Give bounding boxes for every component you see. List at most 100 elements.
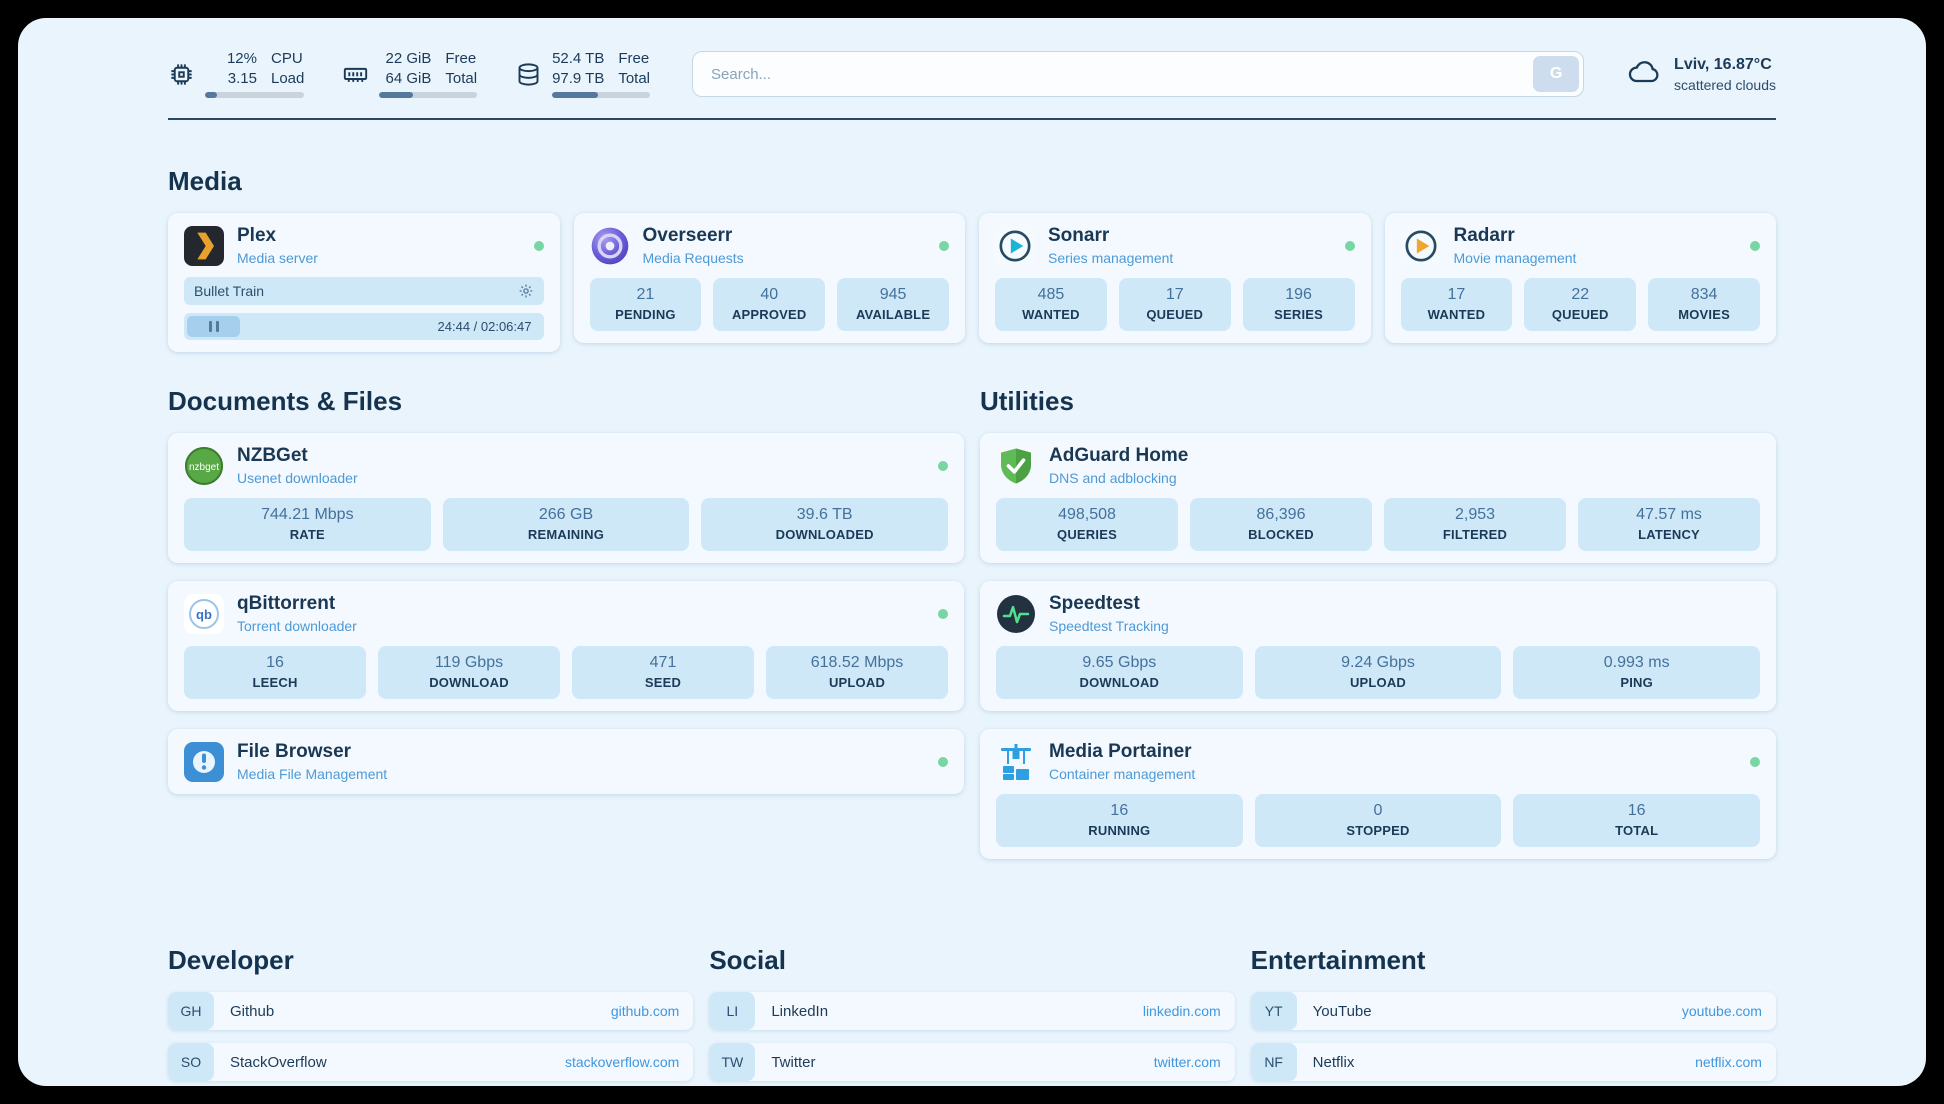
service-name[interactable]: Overseerr: [642, 225, 733, 246]
service-card-sonarr[interactable]: Sonarr Series management 485 WANTED 17 Q…: [979, 213, 1371, 343]
stat-box: 471 SEED: [572, 646, 754, 699]
stat-label: RUNNING: [1088, 823, 1151, 838]
cpu-icon: [168, 61, 195, 88]
service-card-plex[interactable]: Plex Media server Bullet Train: [168, 213, 560, 352]
stat-label: BLOCKED: [1248, 527, 1314, 542]
svg-text:nzbget: nzbget: [189, 462, 219, 473]
stat-label: WANTED: [1427, 307, 1486, 322]
section-title-entertainment: Entertainment: [1250, 945, 1426, 975]
service-card-speedtest[interactable]: Speedtest Speedtest Tracking 9.65 Gbps D…: [980, 581, 1776, 711]
bookmark-twitter[interactable]: TW Twitter twitter.com: [709, 1043, 1235, 1081]
service-subtitle: Media server: [237, 250, 318, 266]
service-card-qbittorrent[interactable]: qb qBittorrent Torrent downloader: [168, 581, 964, 711]
search-input[interactable]: [692, 51, 1585, 97]
stat-box: 485 WANTED: [995, 278, 1107, 331]
stat-value: 618.52 Mbps: [810, 654, 904, 671]
stat-value: 17: [1447, 286, 1466, 303]
stat-value: 16: [266, 654, 284, 671]
bookmark-github[interactable]: GH Github github.com: [168, 992, 694, 1030]
stat-label: DOWNLOAD: [1079, 675, 1160, 690]
stat-label: LATENCY: [1638, 527, 1700, 542]
bookmarks-entertainment: Entertainment YT YouTube youtube.com NF …: [1250, 911, 1776, 1086]
bookmark-name: Github: [230, 1002, 275, 1020]
stat-box: 119 Gbps DOWNLOAD: [378, 646, 560, 699]
system-resources: 12% 3.15 CPU Load: [168, 50, 651, 98]
bookmark-url[interactable]: netflix.com: [1695, 1054, 1762, 1070]
memory-widget: 22 GiB 64 GiB Free Total: [342, 50, 478, 98]
service-name[interactable]: qBittorrent: [237, 593, 336, 614]
stat-value: 47.57 ms: [1636, 506, 1702, 523]
radarr-icon: [1400, 225, 1441, 266]
section-title-media: Media: [168, 166, 242, 196]
service-name[interactable]: NZBGet: [237, 445, 308, 466]
cloud-icon: [1626, 54, 1662, 95]
bookmark-linkedin[interactable]: LI LinkedIn linkedin.com: [709, 992, 1235, 1030]
service-subtitle: Media Requests: [642, 250, 744, 266]
stat-label: QUEUED: [1551, 307, 1609, 322]
cpu-usage-value: 12%: [226, 50, 257, 67]
bookmark-abbr: NF: [1250, 1043, 1297, 1081]
service-card-adguard[interactable]: AdGuard Home DNS and adblocking 498,508 …: [980, 433, 1776, 563]
qbittorrent-icon: qb: [184, 593, 224, 634]
cpu-progress-bar: [205, 92, 305, 98]
stat-box: 22 QUEUED: [1524, 278, 1637, 331]
stat-box: 0 STOPPED: [1254, 794, 1502, 847]
topbar: 12% 3.15 CPU Load: [168, 50, 1776, 98]
filebrowser-icon: [184, 741, 224, 782]
bookmark-netflix[interactable]: NF Netflix netflix.com: [1250, 1043, 1776, 1081]
disk-free-label: Free: [618, 50, 650, 67]
stat-label: QUEUED: [1146, 307, 1204, 322]
pause-button[interactable]: [187, 316, 241, 337]
google-search-button[interactable]: G: [1533, 56, 1580, 92]
bookmark-youtube[interactable]: YT YouTube youtube.com: [1250, 992, 1776, 1030]
stat-label: SEED: [644, 675, 682, 690]
service-name[interactable]: Plex: [237, 225, 277, 246]
stat-box: 266 GB REMAINING: [442, 498, 690, 551]
status-dot: [1750, 756, 1760, 767]
stat-value: 119 Gbps: [434, 654, 504, 671]
service-card-overseerr[interactable]: Overseerr Media Requests 21 PENDING 40 A…: [573, 213, 965, 343]
playback-time: 24:44 / 02:06:47: [437, 319, 532, 334]
service-card-radarr[interactable]: Radarr Movie management 17 WANTED 22 QUE…: [1384, 213, 1776, 343]
stat-value: 471: [649, 654, 677, 671]
disk-total-label: Total: [618, 70, 651, 87]
service-card-nzbget[interactable]: nzbget NZBGet Usenet downloader 74: [168, 433, 964, 563]
service-name[interactable]: Sonarr: [1048, 225, 1110, 246]
stat-label: QUERIES: [1057, 527, 1117, 542]
stat-value: 17: [1165, 286, 1184, 303]
media-grid: Plex Media server Bullet Train: [168, 213, 1776, 352]
stat-value: 40: [760, 286, 779, 303]
bookmark-url[interactable]: github.com: [610, 1003, 680, 1019]
section-title-documents: Documents & Files: [168, 386, 403, 416]
stat-box: 86,396 BLOCKED: [1190, 498, 1372, 551]
service-name[interactable]: AdGuard Home: [1049, 445, 1189, 466]
status-dot: [938, 460, 948, 471]
bookmark-url[interactable]: youtube.com: [1681, 1003, 1762, 1019]
bookmark-url[interactable]: stackoverflow.com: [564, 1054, 680, 1070]
stat-label: DOWNLOADED: [775, 527, 874, 542]
status-dot: [1750, 240, 1760, 251]
service-card-portainer[interactable]: Media Portainer Container management 16 …: [980, 729, 1776, 859]
now-playing-row: Bullet Train: [184, 277, 544, 305]
service-name[interactable]: File Browser: [237, 741, 352, 762]
gear-icon[interactable]: [518, 283, 534, 299]
header-divider: [168, 118, 1776, 120]
now-playing-title: Bullet Train: [194, 283, 265, 299]
bookmark-stackoverflow[interactable]: SO StackOverflow stackoverflow.com: [168, 1043, 694, 1081]
service-name[interactable]: Media Portainer: [1049, 741, 1192, 762]
stat-label: TOTAL: [1615, 823, 1659, 838]
stat-box: 40 APPROVED: [713, 278, 826, 331]
stat-box: 618.52 Mbps UPLOAD: [766, 646, 948, 699]
stat-label: AVAILABLE: [855, 307, 931, 322]
bookmark-name: YouTube: [1312, 1002, 1372, 1020]
service-card-filebrowser[interactable]: File Browser Media File Management: [168, 729, 964, 794]
memory-free-value: 22 GiB: [385, 50, 432, 67]
documents-column: Documents & Files nzbget: [168, 352, 964, 794]
stat-value: 196: [1285, 286, 1312, 303]
bookmark-url[interactable]: linkedin.com: [1142, 1003, 1221, 1019]
bookmark-url[interactable]: twitter.com: [1153, 1054, 1221, 1070]
disk-progress-bar: [552, 92, 651, 98]
service-name[interactable]: Radarr: [1453, 225, 1515, 246]
service-name[interactable]: Speedtest: [1049, 593, 1140, 614]
service-subtitle: Movie management: [1453, 250, 1577, 266]
